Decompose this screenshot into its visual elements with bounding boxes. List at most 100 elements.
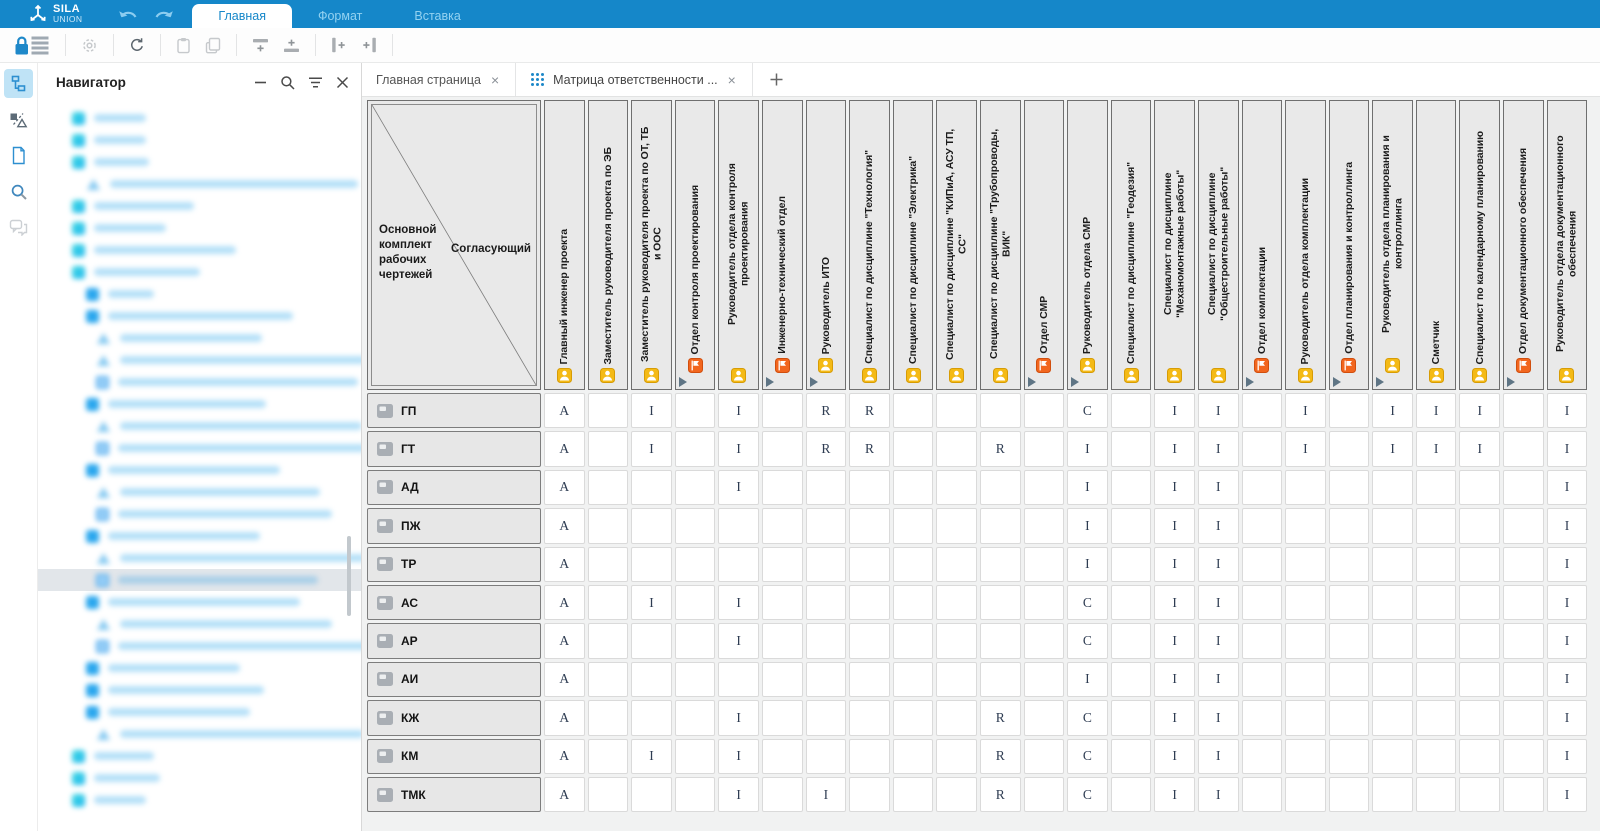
matrix-row-header[interactable]: ПЖ — [367, 508, 541, 544]
matrix-cell[interactable]: A — [544, 623, 585, 659]
tree-item-redacted[interactable] — [38, 679, 361, 701]
tree-item-redacted[interactable] — [38, 635, 361, 657]
matrix-cell[interactable] — [979, 584, 1021, 621]
matrix-cell[interactable] — [805, 469, 847, 506]
matrix-cell[interactable] — [587, 661, 629, 698]
matrix-cell[interactable]: R — [849, 431, 890, 467]
matrix-cell[interactable] — [1503, 700, 1544, 736]
matrix-cell[interactable]: I — [631, 738, 672, 774]
matrix-cell[interactable] — [892, 393, 934, 429]
matrix-cell[interactable] — [936, 661, 977, 698]
matrix-column-header[interactable]: Специалист по дисциплине "Геодезия" — [1110, 100, 1152, 390]
matrix-row-header[interactable]: АС — [367, 584, 541, 621]
matrix-cell[interactable] — [892, 661, 934, 698]
document-tab-1[interactable]: Главная страница × — [362, 63, 517, 96]
add-tab-button[interactable] — [753, 63, 800, 96]
matrix-cell[interactable] — [1415, 508, 1457, 544]
matrix-cell[interactable] — [1503, 584, 1544, 621]
matrix-cell[interactable]: I — [718, 469, 759, 506]
matrix-cell[interactable] — [1328, 661, 1370, 698]
matrix-cell[interactable] — [761, 546, 803, 582]
matrix-cell[interactable] — [761, 623, 803, 659]
matrix-cell[interactable] — [1110, 431, 1152, 467]
matrix-cell[interactable] — [1241, 469, 1283, 506]
matrix-column-header[interactable]: Специалист по дисциплине "Механомонтажны… — [1154, 100, 1195, 390]
matrix-cell[interactable]: I — [1154, 623, 1195, 659]
matrix-cell[interactable] — [1459, 661, 1501, 698]
matrix-cell[interactable] — [674, 623, 716, 659]
matrix-cell[interactable]: I — [1197, 700, 1239, 736]
tree-item-redacted[interactable] — [38, 767, 361, 789]
matrix-cell[interactable]: I — [1067, 546, 1108, 582]
matrix-column-header[interactable]: Заместитель руководителя проекта по ЭБ — [587, 100, 629, 390]
matrix-cell[interactable] — [718, 546, 759, 582]
tree-item-redacted[interactable] — [38, 657, 361, 679]
matrix-cell[interactable] — [936, 584, 977, 621]
tree-item-redacted[interactable] — [38, 789, 361, 811]
matrix-cell[interactable] — [936, 431, 977, 467]
matrix-cell[interactable]: R — [849, 393, 890, 429]
sidebar-item-models[interactable] — [4, 105, 33, 134]
matrix-cell[interactable]: I — [1067, 508, 1108, 544]
matrix-cell[interactable]: I — [1197, 508, 1239, 544]
tree-item-redacted[interactable] — [38, 723, 361, 745]
matrix-cell[interactable] — [1328, 623, 1370, 659]
matrix-cell[interactable] — [1372, 508, 1413, 544]
matrix-column-header[interactable]: Специалист по дисциплине "Электрика" — [892, 100, 934, 390]
matrix-cell[interactable] — [1285, 738, 1326, 774]
matrix-cell[interactable] — [1415, 776, 1457, 813]
sidebar-item-documents[interactable] — [4, 141, 33, 170]
matrix-cell[interactable] — [1372, 700, 1413, 736]
matrix-cell[interactable]: I — [718, 431, 759, 467]
matrix-cell[interactable] — [1110, 584, 1152, 621]
matrix-cell[interactable] — [1328, 508, 1370, 544]
matrix-cell[interactable] — [805, 738, 847, 774]
matrix-cell[interactable] — [1241, 661, 1283, 698]
matrix-cell[interactable] — [718, 661, 759, 698]
matrix-cell[interactable] — [1110, 738, 1152, 774]
sidebar-item-comments[interactable] — [4, 213, 33, 242]
matrix-cell[interactable] — [849, 738, 890, 774]
matrix-column-header[interactable]: Специалист по дисциплине "Трубопроводы, … — [979, 100, 1021, 390]
matrix-cell[interactable] — [1372, 661, 1413, 698]
matrix-cell[interactable]: I — [1154, 700, 1195, 736]
matrix-cell[interactable] — [674, 508, 716, 544]
matrix-cell[interactable] — [1328, 431, 1370, 467]
matrix-cell[interactable] — [631, 776, 672, 813]
matrix-cell[interactable]: I — [631, 393, 672, 429]
matrix-cell[interactable] — [1285, 508, 1326, 544]
ribbon-tab-insert[interactable]: Вставка — [388, 4, 486, 28]
matrix-cell[interactable]: A — [544, 700, 585, 736]
matrix-cell[interactable] — [631, 623, 672, 659]
lock-menu-button[interactable] — [12, 34, 52, 57]
matrix-cell[interactable] — [1241, 738, 1283, 774]
matrix-cell[interactable] — [1241, 776, 1283, 813]
matrix-cell[interactable] — [587, 469, 629, 506]
matrix-cell[interactable] — [1372, 623, 1413, 659]
matrix-cell[interactable]: A — [544, 431, 585, 467]
matrix-cell[interactable] — [1023, 700, 1065, 736]
navigator-filter-button[interactable] — [306, 74, 325, 91]
matrix-cell[interactable] — [1285, 623, 1326, 659]
tree-item-redacted[interactable] — [38, 701, 361, 723]
matrix-column-header[interactable]: Инженерно-технический отдел — [761, 100, 803, 390]
matrix-cell[interactable] — [892, 584, 934, 621]
matrix-cell[interactable] — [1328, 776, 1370, 813]
matrix-cell[interactable] — [1110, 661, 1152, 698]
matrix-cell[interactable] — [1459, 776, 1501, 813]
matrix-cell[interactable]: A — [544, 546, 585, 582]
matrix-column-header[interactable]: Руководитель отдела контроля проектирова… — [718, 100, 759, 390]
matrix-cell[interactable] — [1503, 738, 1544, 774]
matrix-cell[interactable] — [1328, 584, 1370, 621]
redo-button[interactable] — [152, 6, 176, 23]
matrix-cell[interactable] — [1372, 469, 1413, 506]
matrix-cell[interactable] — [631, 546, 672, 582]
matrix-cell[interactable]: I — [1197, 738, 1239, 774]
matrix-cell[interactable] — [761, 776, 803, 813]
tree-item-redacted[interactable] — [38, 459, 361, 481]
matrix-cell[interactable] — [1415, 623, 1457, 659]
matrix-cell[interactable]: A — [544, 584, 585, 621]
matrix-cell[interactable] — [849, 508, 890, 544]
matrix-cell[interactable] — [936, 546, 977, 582]
matrix-cell[interactable]: I — [1546, 738, 1588, 774]
